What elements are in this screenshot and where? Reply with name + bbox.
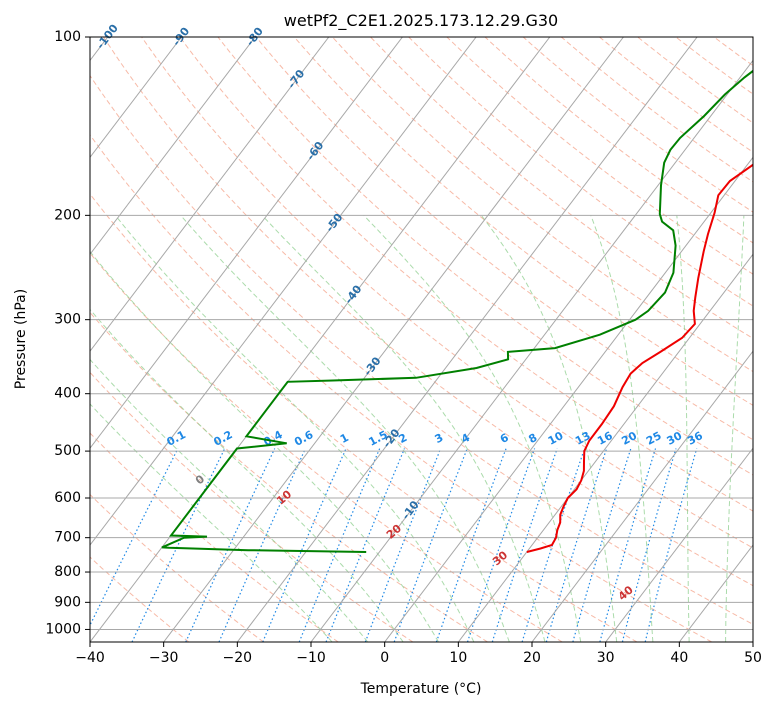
dewpoint-profile-line: [161, 69, 753, 553]
plot-frame: [89, 36, 754, 643]
isotherm-line: [90, 37, 182, 159]
mixing-ratio-label: 25: [644, 429, 664, 448]
dry-adiabat-line: [522, 37, 753, 213]
moist-adiabat-line: [90, 308, 404, 642]
y-tick-label: 100: [54, 29, 81, 45]
background-lines: [90, 37, 753, 642]
isotherm-line: [531, 350, 753, 642]
mixing-ratio-line: [599, 448, 657, 642]
y-tick-label: 1000: [45, 621, 81, 637]
x-tick-label: −20: [223, 650, 253, 666]
x-tick-label: 20: [523, 650, 541, 666]
isotherm-line: [163, 37, 624, 642]
isotherm-line: [90, 37, 403, 449]
dry-adiabat-line: [446, 37, 753, 275]
mixing-ratio-label: 30: [665, 429, 685, 448]
moist-adiabat-line: [90, 250, 439, 642]
isotherm-line: [90, 37, 330, 353]
y-tick-label: 400: [54, 386, 81, 402]
dry-adiabat-line: [103, 37, 753, 587]
mixing-ratio-line: [572, 448, 632, 642]
isotherm-line: [90, 37, 256, 256]
moist-adiabats: [90, 214, 745, 642]
y-tick-label: 600: [54, 490, 81, 506]
dry-adiabat-line: [90, 252, 563, 642]
x-tick-label: 0: [380, 650, 389, 666]
mixing-ratio-line: [90, 448, 179, 627]
mixing-ratio-line: [491, 448, 558, 642]
x-tick-label: 30: [597, 650, 615, 666]
mixing-ratio-line: [364, 448, 442, 642]
x-axis-label: Temperature (°C): [360, 681, 482, 697]
x-tick-label: 10: [449, 650, 467, 666]
y-axis-ticks: 100 200 300 400 500 600 700 800 900 1000: [45, 29, 90, 637]
y-tick-label: 500: [54, 443, 81, 459]
isotherm-line: [457, 253, 753, 642]
mixing-ratio-label: 10: [546, 429, 566, 448]
y-axis-label: Pressure (hPa): [13, 289, 29, 389]
dry-adiabat-line: [332, 37, 753, 373]
moist-adiabat-line: [363, 214, 582, 642]
profiles: [161, 69, 753, 553]
mixing-ratio-line: [325, 448, 406, 642]
moist-adiabat-line: [180, 214, 510, 642]
y-tick-label: 800: [54, 564, 81, 580]
isotherms: [90, 37, 753, 642]
mixing-ratio-label: 16: [595, 429, 615, 448]
mixing-ratio-line: [521, 448, 586, 642]
moist-adiabat-line: [725, 215, 745, 642]
x-tick-label: −40: [75, 650, 105, 666]
dry-adiabat-line: [179, 37, 753, 512]
mixing-ratio-label: 36: [685, 429, 705, 448]
dry-adiabat-line: [293, 37, 753, 406]
mixing-ratio-line: [545, 448, 608, 642]
x-tick-label: −30: [149, 650, 179, 666]
mixing-ratio-line: [435, 448, 507, 642]
dry-adiabat-line: [370, 37, 753, 340]
moist-adiabat-line: [590, 215, 654, 642]
dry-adiabat-line: [255, 37, 753, 441]
isotherm-line: [310, 59, 753, 642]
moist-adiabat-line: [90, 403, 333, 642]
dry-adiabat-line: [560, 37, 753, 183]
moist-adiabat-line: [676, 215, 690, 642]
isotherm-line: [236, 37, 698, 642]
isotherm-line: [90, 37, 551, 642]
mixing-ratio-line: [621, 448, 677, 642]
y-tick-label: 300: [54, 312, 81, 328]
moist-adiabat-line: [261, 214, 546, 642]
isotherm-line: [605, 447, 753, 642]
isotherm-line: [384, 156, 753, 642]
moist-adiabat-line: [90, 358, 369, 642]
mixing-ratio-line: [298, 448, 381, 642]
x-tick-label: −10: [296, 650, 326, 666]
x-tick-label: 40: [670, 650, 688, 666]
temperature-profile-line: [526, 163, 753, 553]
mixing-ratio-line: [466, 448, 536, 642]
isotherm-line: [90, 37, 477, 546]
y-tick-label: 900: [54, 594, 81, 610]
dry-adiabat-line: [90, 193, 638, 642]
dry-adiabat-line: [141, 37, 753, 549]
mixing-ratio-line: [185, 448, 276, 642]
chart-title: wetPf2_C2E1.2025.173.12.29.G30: [284, 11, 558, 31]
mixing-ratio-label: 20: [619, 429, 639, 448]
x-axis-ticks: −40 −30 −20 −10 0 10 20 30 40 50: [75, 642, 762, 666]
y-tick-label: 200: [54, 207, 81, 223]
moist-adiabat-line: [114, 214, 475, 642]
y-tick-label: 700: [54, 530, 81, 546]
x-tick-label: 50: [744, 650, 762, 666]
